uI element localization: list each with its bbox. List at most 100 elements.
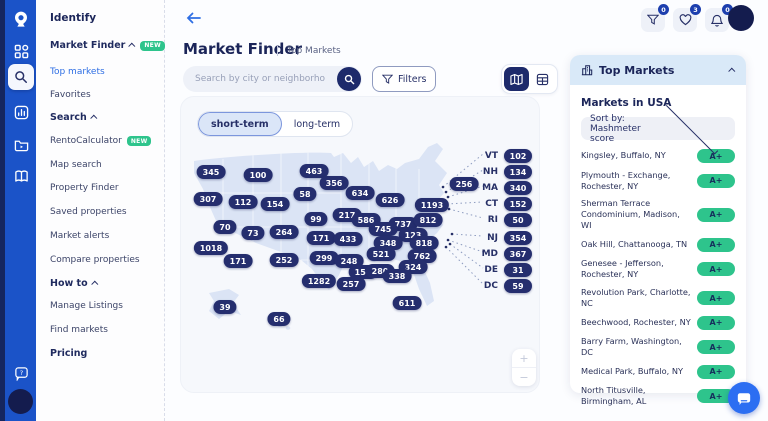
media-folder-icon[interactable] [8,131,34,157]
state-callout[interactable]: RI 50 [478,213,532,227]
market-count-bubble[interactable]: 154 [260,197,290,211]
state-code: NJ [487,233,498,243]
tab-long-term[interactable]: long-term [293,118,341,130]
state-callout[interactable]: DE 31 [478,263,532,277]
filters-button[interactable]: Filters [372,66,437,92]
zoom-in-button[interactable]: + [512,349,536,368]
market-count-bubble[interactable]: 356 [319,176,349,190]
market-count-bubble[interactable]: 257 [336,277,366,291]
market-list-item[interactable]: Oak Hill, Chattanooga, TN A+ [581,237,735,252]
zoom-out-button[interactable]: − [519,370,529,384]
market-count-bubble[interactable]: 762 [407,249,437,263]
market-count-bubble[interactable]: 345 [196,165,226,179]
market-count-bubble[interactable]: 626 [375,193,405,207]
market-count-bubble[interactable]: 99 [304,212,328,226]
grade-badge: A+ [697,237,735,252]
market-list-item[interactable]: Sherman Terrace Condominium, Madison, WI… [581,198,735,231]
market-count-bubble[interactable]: 58 [293,187,317,201]
market-count-bubble[interactable]: 1193 [414,198,450,212]
market-list-item[interactable]: Genesee - Jefferson, Rochester, NY A+ [581,258,735,280]
sidebar-item-favorites[interactable]: Favorites [50,90,91,100]
favorites-heart-button[interactable]: 3 [673,4,701,32]
tab-short-term[interactable]: short-term [198,112,282,136]
guide-book-icon[interactable] [8,163,34,189]
sidebar-item-top-markets[interactable]: Top markets [50,67,105,77]
market-count-bubble[interactable]: 812 [413,213,443,227]
sidebar-item-manage-listings[interactable]: Manage Listings [50,301,123,311]
market-count-bubble[interactable]: 264 [269,225,299,239]
market-count-bubble[interactable]: 463 [299,164,329,178]
market-count-bubble[interactable]: 818 [409,236,439,250]
logo-pin-icon[interactable] [8,7,34,33]
notifications-bell-button[interactable]: 0 [705,4,733,32]
us-map[interactable] [181,97,541,394]
market-count-bubble[interactable]: 66 [267,312,291,326]
back-button[interactable] [186,10,204,26]
chat-widget-button[interactable] [728,382,760,414]
filter-funnel-button[interactable]: 0 [641,4,669,32]
state-callout[interactable]: NH 134 [478,165,532,179]
market-count-bubble[interactable]: 171 [306,231,336,245]
state-callout[interactable]: VT 102 [478,149,532,163]
market-list-item[interactable]: Beechwood, Rochester, NY A+ [581,315,735,330]
market-count-bubble[interactable]: 338 [382,269,412,283]
market-count-bubble[interactable]: 252 [269,253,299,267]
market-count-bubble[interactable]: 521 [366,247,396,261]
grid-view-button[interactable] [530,67,555,91]
user-avatar[interactable] [728,5,754,31]
market-count-bubble[interactable]: 299 [309,251,339,265]
market-count-bubble[interactable]: 73 [241,226,265,240]
market-list-item[interactable]: Plymouth - Exchange, Rochester, NY A+ [581,170,735,192]
market-list-item[interactable]: Kingsley, Buffalo, NY A+ [581,149,735,163]
chevron-up-icon[interactable] [728,67,736,75]
state-code: MD [481,249,498,259]
sort-dropdown[interactable]: Sort by: Mashmeter score [581,102,735,155]
market-list-item[interactable]: Revolution Park, Charlotte, NC A+ [581,287,735,309]
sidebar-item-find-markets[interactable]: Find markets [50,325,108,335]
sidebar-item-compare-properties[interactable]: Compare properties [50,255,140,265]
market-count-bubble[interactable]: 1282 [301,274,337,288]
how-to-label: How to [50,278,88,289]
map-view-button[interactable] [504,67,529,91]
market-count-bubble[interactable]: 39 [213,300,237,314]
market-count-bubble[interactable]: 433 [333,232,363,246]
sidebar-item-property-finder[interactable]: Property Finder [50,183,119,193]
market-name: North Titusville, Birmingham, AL [581,385,647,407]
search-input[interactable] [195,66,325,92]
market-count-bubble[interactable]: 348 [373,236,403,250]
market-count-bubble[interactable]: 248 [334,254,364,268]
market-count-bubble[interactable]: 256 [449,177,479,191]
search-nav-icon[interactable] [8,64,34,90]
search-submit-button[interactable] [337,67,361,91]
market-list-item[interactable]: Barry Farm, Washington, DC A+ [581,336,735,358]
sidebar-section-search[interactable]: Search [50,112,98,123]
state-callout[interactable]: DC 59 [478,279,532,293]
analytics-icon[interactable] [8,99,34,125]
market-count-bubble[interactable]: 171 [223,254,253,268]
market-count-bubble[interactable]: 70 [213,220,237,234]
sidebar-section-how-to[interactable]: How to [50,278,98,289]
sidebar-item-pricing[interactable]: Pricing [50,348,88,359]
market-list-item[interactable]: North Titusville, Birmingham, AL A+ [581,385,735,407]
state-callout[interactable]: MA 340 [478,181,532,195]
market-count-bubble[interactable]: 745 [368,222,398,236]
market-count-bubble[interactable]: 634 [345,186,375,200]
market-count-bubble[interactable]: 112 [228,195,258,209]
rail-avatar[interactable] [8,389,33,414]
market-count-bubble[interactable]: 100 [243,168,273,182]
market-list-item[interactable]: Medical Park, Buffalo, NY A+ [581,364,735,379]
sidebar-item-rentocalculator[interactable]: RentoCalculator NEW [50,136,152,146]
sidebar-item-market-alerts[interactable]: Market alerts [50,231,110,241]
sidebar-item-saved-properties[interactable]: Saved properties [50,207,127,217]
sidebar-section-market-finder[interactable]: Market Finder NEW [50,40,165,51]
panel-header[interactable]: Top Markets [570,55,746,85]
state-callout[interactable]: MD 367 [478,247,532,261]
help-icon[interactable]: ? [8,360,34,386]
sidebar-item-map-search[interactable]: Map search [50,160,102,170]
state-callout[interactable]: NJ 354 [478,231,532,245]
dashboard-icon[interactable] [8,38,34,64]
market-count-bubble[interactable]: 307 [193,192,223,206]
market-count-bubble[interactable]: 611 [392,296,422,310]
market-count-bubble[interactable]: 1018 [193,241,229,255]
state-callout[interactable]: CT 152 [478,197,532,211]
